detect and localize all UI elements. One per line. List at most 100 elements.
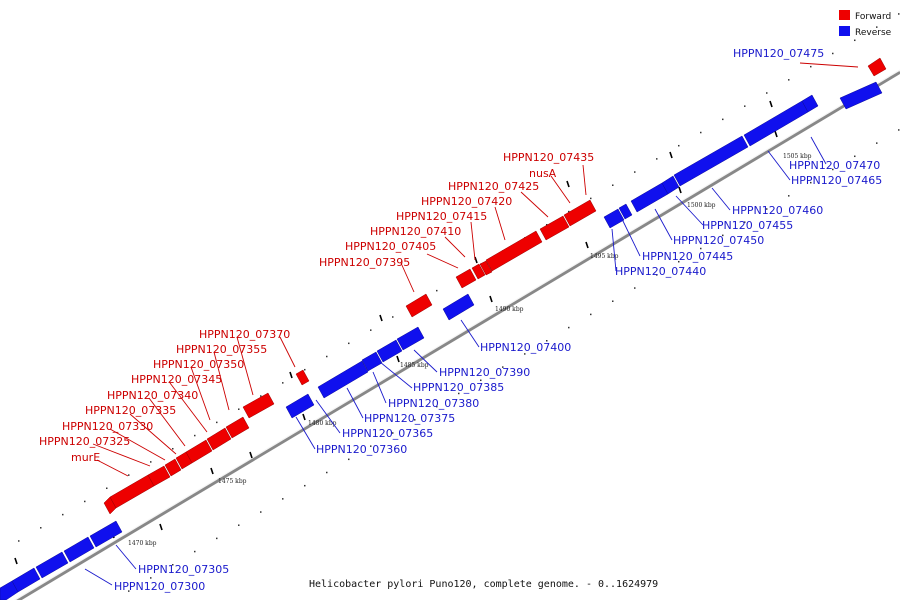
forward-gene (225, 416, 250, 439)
tick-label: 1485 kbp (400, 362, 429, 369)
gene-label: HPPN120_07450 (673, 234, 764, 247)
reverse-gene (396, 326, 425, 351)
scale-dot (634, 171, 636, 173)
gene-label: HPPN120_07440 (615, 265, 706, 278)
scale-dot (194, 434, 196, 437)
scale-dot (260, 511, 262, 513)
gene-label: HPPN120_07395 (319, 256, 410, 269)
gene-label: HPPN120_07385 (413, 381, 504, 394)
reverse-gene (630, 182, 669, 213)
scale-dot (370, 329, 372, 331)
gene-label-murE: murE (71, 451, 100, 464)
scale-dot (854, 155, 856, 158)
reverse-gene (442, 293, 475, 321)
tick-labels: 1470 kbp 1475 kbp 1480 kbp 1485 kbp 1490… (128, 153, 812, 547)
scale-dot (18, 540, 20, 542)
forward-gene-labels: murE HPPN120_07325 HPPN120_07330 HPPN120… (39, 47, 824, 464)
scale-dot (150, 577, 152, 579)
scale-dot (568, 326, 570, 329)
gene-label: HPPN120_07350 (153, 358, 244, 371)
gene-label: HPPN120_07455 (702, 219, 793, 232)
scale-dot (876, 26, 878, 28)
forward-gene (147, 465, 171, 487)
gene-label: HPPN120_07340 (107, 389, 198, 402)
legend-reverse-text: Reverse (855, 28, 892, 38)
tick-label: 1475 kbp (218, 478, 247, 485)
scale-dot (150, 461, 152, 463)
forward-genes (103, 57, 887, 515)
tick-label: 1495 kbp (590, 253, 619, 260)
forward-gene (455, 268, 477, 289)
scale-dots (18, 13, 900, 592)
scale-dot (898, 129, 900, 131)
scale-dot (832, 168, 834, 171)
scale-dot (172, 447, 174, 450)
scale-dot (788, 79, 790, 81)
genome-caption: Helicobacter pylori Puno120, complete ge… (309, 579, 658, 590)
scale-dot (700, 247, 702, 250)
scale-dot (722, 234, 724, 237)
scale-dot (106, 487, 108, 490)
scale-dot (810, 65, 812, 68)
legend: Forward Reverse (839, 10, 892, 38)
scale-dot (304, 484, 306, 487)
reverse-gene (0, 580, 19, 600)
scale-dot (546, 340, 548, 342)
scale-dot (392, 316, 394, 318)
gene-label: HPPN120_07330 (62, 420, 153, 433)
tick-label: 1505 kbp (783, 153, 812, 160)
scale-dot (788, 195, 790, 197)
reverse-gene (11, 567, 41, 593)
reverse-gene (317, 360, 369, 399)
forward-gene (295, 369, 310, 386)
legend-reverse-swatch (839, 26, 850, 36)
scale-dot (656, 274, 658, 276)
forward-gene (485, 230, 543, 272)
scale-dot (216, 537, 218, 540)
scale-dot (590, 313, 592, 316)
gene-label: HPPN120_07410 (370, 225, 461, 238)
scale-dot (172, 563, 174, 566)
scale-dot (766, 92, 768, 94)
gene-label: HPPN120_07375 (364, 412, 455, 425)
gene-label: HPPN120_07345 (131, 373, 222, 386)
scale-dot (304, 368, 306, 371)
gene-label: HPPN120_07400 (480, 341, 571, 354)
scale-dot (832, 52, 834, 55)
scale-dot (612, 300, 614, 302)
reverse-gene (376, 339, 403, 363)
scale-dot (128, 474, 130, 476)
reverse-gene (673, 135, 749, 187)
tick-label: 1470 kbp (128, 540, 157, 547)
gene-label: HPPN120_07365 (342, 427, 433, 440)
scale-dot (128, 590, 130, 592)
scale-dot (260, 395, 262, 397)
genome-axis-shadow (14, 70, 900, 600)
scale-dot (502, 366, 504, 368)
forward-gene (185, 439, 213, 464)
gene-label: HPPN120_07390 (439, 366, 530, 379)
scale-dot (744, 105, 746, 107)
reverse-gene (839, 81, 883, 110)
scale-dot (238, 408, 240, 410)
reverse-gene (361, 351, 383, 372)
forward-gene (206, 427, 232, 451)
scale-dot (678, 260, 680, 263)
scale-dot (436, 405, 438, 408)
scale-dot (348, 342, 350, 345)
reverse-gene (618, 203, 633, 220)
gene-label: HPPN120_07335 (85, 404, 176, 417)
scale-dot (876, 142, 878, 144)
gene-label: HPPN120_07425 (448, 180, 539, 193)
gene-label: HPPN120_07300 (114, 580, 205, 593)
scale-dot (326, 355, 328, 358)
scale-dot (590, 197, 592, 200)
scale-dot (62, 513, 64, 516)
forward-gene (109, 474, 155, 509)
scale-dot (612, 184, 614, 186)
genome-axis-highlight (13, 69, 900, 600)
scale-dot (722, 118, 724, 121)
tick-label: 1480 kbp (308, 420, 337, 427)
gene-label: HPPN120_07475 (733, 47, 824, 60)
